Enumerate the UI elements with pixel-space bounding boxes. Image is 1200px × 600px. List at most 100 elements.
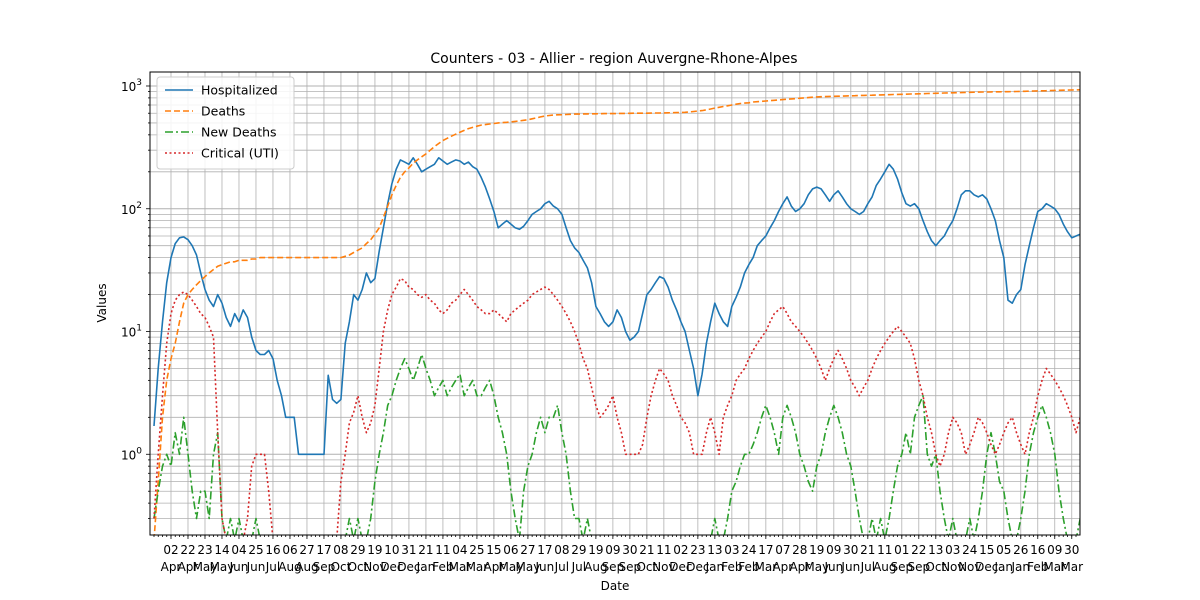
x-tick-month: Jun [823, 560, 843, 574]
x-tick-day: 19 [588, 543, 603, 557]
series-layer [153, 89, 1080, 535]
x-tick-day: 08 [554, 543, 569, 557]
x-tick-month: Jun [840, 560, 860, 574]
x-tick-day: 11 [435, 543, 450, 557]
x-tick-month: Jan [416, 560, 436, 574]
x-tick-day: 21 [639, 543, 654, 557]
x-tick-day: 29 [571, 543, 586, 557]
legend-label-0: Hospitalized [201, 83, 278, 98]
x-tick-month: Aug [584, 560, 607, 574]
x-tick-day: 27 [520, 543, 535, 557]
x-tick-month: Jul [265, 560, 280, 574]
legend-label-2: New Deaths [201, 125, 277, 140]
x-tick-day: 23 [690, 543, 705, 557]
x-tick-day: 30 [622, 543, 637, 557]
x-tick-month: Jun [229, 560, 249, 574]
x-tick-day: 05 [996, 543, 1011, 557]
x-tick-month: Feb [1027, 560, 1048, 574]
x-tick-day: 08 [333, 543, 348, 557]
x-tick-month: Dec [669, 560, 692, 574]
x-tick-day: 14 [214, 543, 229, 557]
x-tick-month: Nov [941, 560, 964, 574]
x-tick-month: Mar [1043, 560, 1066, 574]
x-tick-month: Jul [571, 560, 586, 574]
x-tick-month: Jan [1011, 560, 1031, 574]
x-tick-month: Feb [721, 560, 742, 574]
x-tick-day: 11 [877, 543, 892, 557]
plot-frame [149, 71, 1081, 536]
x-tick-month: May [804, 560, 829, 574]
x-tick-day: 25 [469, 543, 484, 557]
x-tick-month: Jul [554, 560, 569, 574]
y-tick-label: 100 [121, 446, 142, 462]
x-tick-day: 17 [758, 543, 773, 557]
x-tick-month: Aug [295, 560, 318, 574]
x-tick-day: 17 [537, 543, 552, 557]
x-tick-month: Oct [925, 560, 946, 574]
legend-label-3: Critical (UTI) [201, 146, 279, 161]
x-tick-month: Apr [772, 560, 793, 574]
x-tick-month: May [498, 560, 523, 574]
x-tick-day: 06 [282, 543, 297, 557]
x-tick-day: 28 [792, 543, 807, 557]
x-tick-month: Aug [278, 560, 301, 574]
x-tick-day: 13 [928, 543, 943, 557]
legend-label-1: Deaths [201, 104, 245, 119]
x-tick-day: 17 [316, 543, 331, 557]
x-tick-day: 01 [894, 543, 909, 557]
x-tick-month: Sep [602, 560, 625, 574]
x-tick-month: Sep [907, 560, 930, 574]
x-tick-month: Mar [1060, 560, 1083, 574]
x-tick-month: Apr [789, 560, 810, 574]
x-tick-day: 07 [775, 543, 790, 557]
y-axis-ticks: 100 101 102 103 [121, 78, 150, 519]
x-tick-day: 19 [809, 543, 824, 557]
x-tick-day: 15 [486, 543, 501, 557]
series-line-0 [153, 157, 1080, 456]
x-tick-day: 22 [180, 543, 195, 557]
x-tick-day: 27 [299, 543, 314, 557]
legend: Hospitalized Deaths New Deaths Critical (UT… [156, 76, 295, 170]
x-tick-day: 23 [197, 543, 212, 557]
x-tick-day: 15 [979, 543, 994, 557]
x-tick-month: Aug [873, 560, 896, 574]
x-tick-day: 16 [265, 543, 280, 557]
x-tick-month: Jun [246, 560, 266, 574]
x-tick-month: Sep [313, 560, 336, 574]
x-tick-month: Sep [890, 560, 913, 574]
x-tick-day: 26 [1013, 543, 1028, 557]
x-tick-day: 21 [860, 543, 875, 557]
x-tick-day: 03 [945, 543, 960, 557]
x-tick-day: 24 [741, 543, 756, 557]
x-tick-day: 31 [401, 543, 416, 557]
x-tick-day: 04 [231, 543, 246, 557]
y-tick-label: 102 [121, 201, 142, 217]
x-tick-day: 10 [384, 543, 399, 557]
x-tick-month: Nov [652, 560, 675, 574]
x-axis-label: Date [601, 579, 630, 593]
y-tick-label: 101 [121, 324, 142, 340]
x-tick-month: Nov [958, 560, 981, 574]
x-tick-day: 25 [248, 543, 263, 557]
x-tick-month: May [515, 560, 540, 574]
x-tick-day: 03 [724, 543, 739, 557]
x-tick-month: Oct [636, 560, 657, 574]
x-tick-day: 21 [418, 543, 433, 557]
x-tick-day: 04 [452, 543, 467, 557]
x-tick-month: Oct [348, 560, 369, 574]
x-tick-month: Dec [686, 560, 709, 574]
x-tick-day: 09 [1047, 543, 1062, 557]
x-tick-month: May [193, 560, 218, 574]
legend-box [156, 76, 295, 170]
chart-title: Counters - 03 - Allier - region Auvergne… [430, 51, 797, 67]
x-tick-day: 09 [826, 543, 841, 557]
x-tick-month: Sep [619, 560, 642, 574]
series-line-2 [153, 353, 1080, 535]
x-tick-month: Apr [161, 560, 182, 574]
x-tick-month: Apr [178, 560, 199, 574]
x-tick-month: Oct [331, 560, 352, 574]
x-tick-day: 02 [163, 543, 178, 557]
x-tick-month: Dec [975, 560, 998, 574]
x-tick-month: Jan [994, 560, 1014, 574]
x-tick-day: 30 [843, 543, 858, 557]
